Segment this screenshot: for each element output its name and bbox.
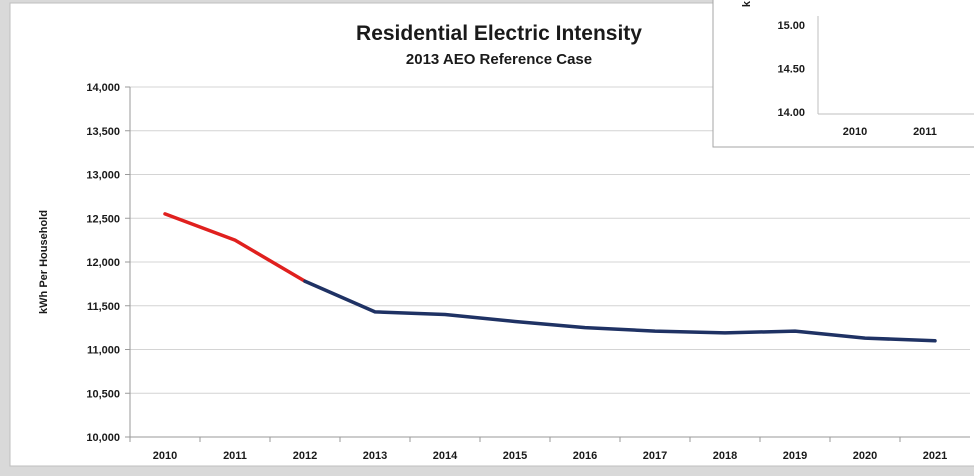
x-tick-label: 2013	[363, 450, 387, 462]
x-tick-label: 2012	[293, 450, 317, 462]
inset-y-tick-label: 14.50	[777, 64, 805, 76]
y-tick-label: 12,000	[86, 257, 120, 269]
y-tick-label: 11,000	[87, 345, 120, 357]
y-tick-label: 10,500	[86, 388, 120, 400]
x-tick-label: 2020	[853, 450, 877, 462]
x-tick-label: 2019	[783, 450, 807, 462]
inset-x-tick-label: 2010	[843, 126, 867, 138]
y-tick-label: 11,500	[87, 301, 120, 313]
inset-chart: k 15.00 14.50 14.00 2010 2011	[713, 0, 974, 147]
y-tick-label: 13,000	[86, 170, 120, 182]
y-tick-label: 13,500	[86, 126, 120, 138]
y-tick-label: 12,500	[86, 213, 120, 225]
inset-y-axis-label: k	[741, 0, 753, 7]
x-tick-label: 2018	[713, 450, 737, 462]
inset-x-tick-label: 2011	[913, 126, 937, 138]
x-tick-label: 2011	[223, 450, 247, 462]
x-tick-label: 2010	[153, 450, 177, 462]
inset-y-tick-label: 14.00	[777, 107, 805, 119]
y-tick-label: 14,000	[86, 82, 120, 94]
y-tick-labels: 10,000 10,500 11,000 11,500 12,000 12,500 13,0…	[86, 82, 120, 444]
chart-title: Residential Electric Intensity	[356, 22, 642, 45]
x-tick-label: 2014	[433, 450, 458, 462]
x-tick-label: 2015	[503, 450, 527, 462]
chart-subtitle: 2013 AEO Reference Case	[406, 51, 592, 68]
y-axis-label: kWh Per Household	[38, 210, 50, 314]
x-tick-label: 2016	[573, 450, 597, 462]
x-tick-label: 2017	[643, 450, 667, 462]
inset-y-tick-label: 15.00	[777, 20, 805, 32]
y-tick-label: 10,000	[86, 432, 120, 444]
inset-panel	[713, 0, 974, 147]
x-tick-label: 2021	[923, 450, 947, 462]
